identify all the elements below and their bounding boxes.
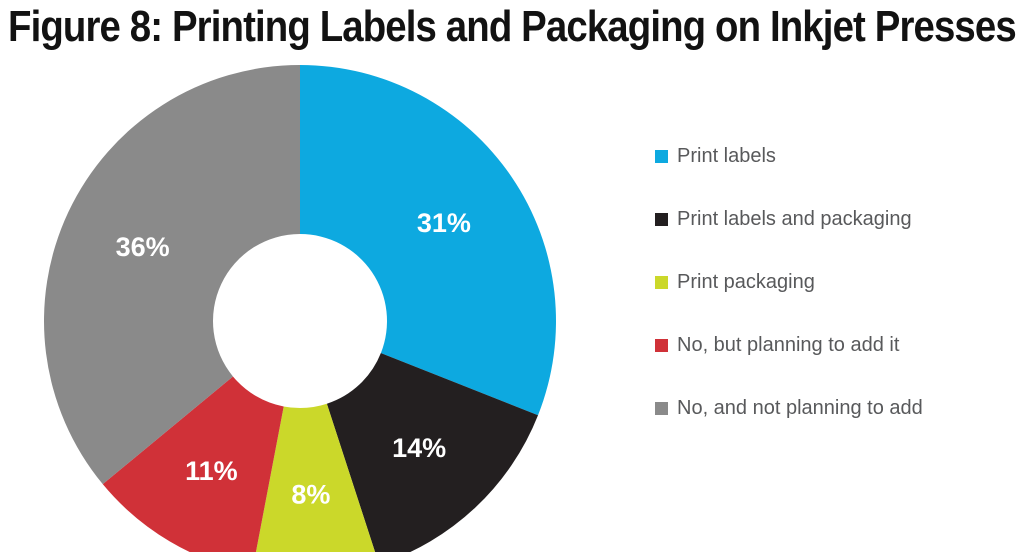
legend-swatch-icon [655, 338, 668, 352]
chart-legend: Print labels Print labels and packaging Pr… [655, 146, 923, 418]
pie-slice-print-packaging [255, 403, 376, 552]
legend-swatch-icon [655, 275, 668, 289]
slice-value-label: 8% [291, 480, 330, 510]
slice-value-label: 36% [116, 232, 170, 262]
legend-swatch-icon [655, 401, 668, 415]
legend-label: Print labels [677, 145, 776, 167]
slice-value-label: 11% [185, 456, 238, 486]
legend-swatch-icon [655, 212, 668, 226]
legend-label: No, but planning to add it [677, 334, 900, 356]
legend-label: Print labels and packaging [677, 208, 912, 230]
figure-title: Figure 8: Printing Labels and Packaging … [8, 2, 1017, 51]
legend-item-print-labels-and-packaging: Print labels and packaging [655, 209, 923, 229]
pie-slice-print-labels [300, 65, 556, 416]
legend-label: No, and not planning to add [677, 397, 923, 419]
legend-swatch-icon [655, 149, 668, 163]
pie-slice-print-labels-and-packaging [326, 353, 539, 552]
pie-slice-no-but-planning-to-add-it [102, 376, 284, 552]
legend-item-print-labels: Print labels [655, 146, 923, 166]
slice-value-label: 31% [417, 208, 471, 238]
legend-item-print-packaging: Print packaging [655, 272, 923, 292]
legend-item-no-but-planning-to-add-it: No, but planning to add it [655, 335, 923, 355]
legend-item-no-and-not-planning-to-add: No, and not planning to add [655, 398, 923, 418]
pie-slice-no-and-not-planning-to-add [44, 65, 300, 485]
legend-label: Print packaging [677, 271, 815, 293]
slice-value-label: 14% [392, 433, 446, 463]
